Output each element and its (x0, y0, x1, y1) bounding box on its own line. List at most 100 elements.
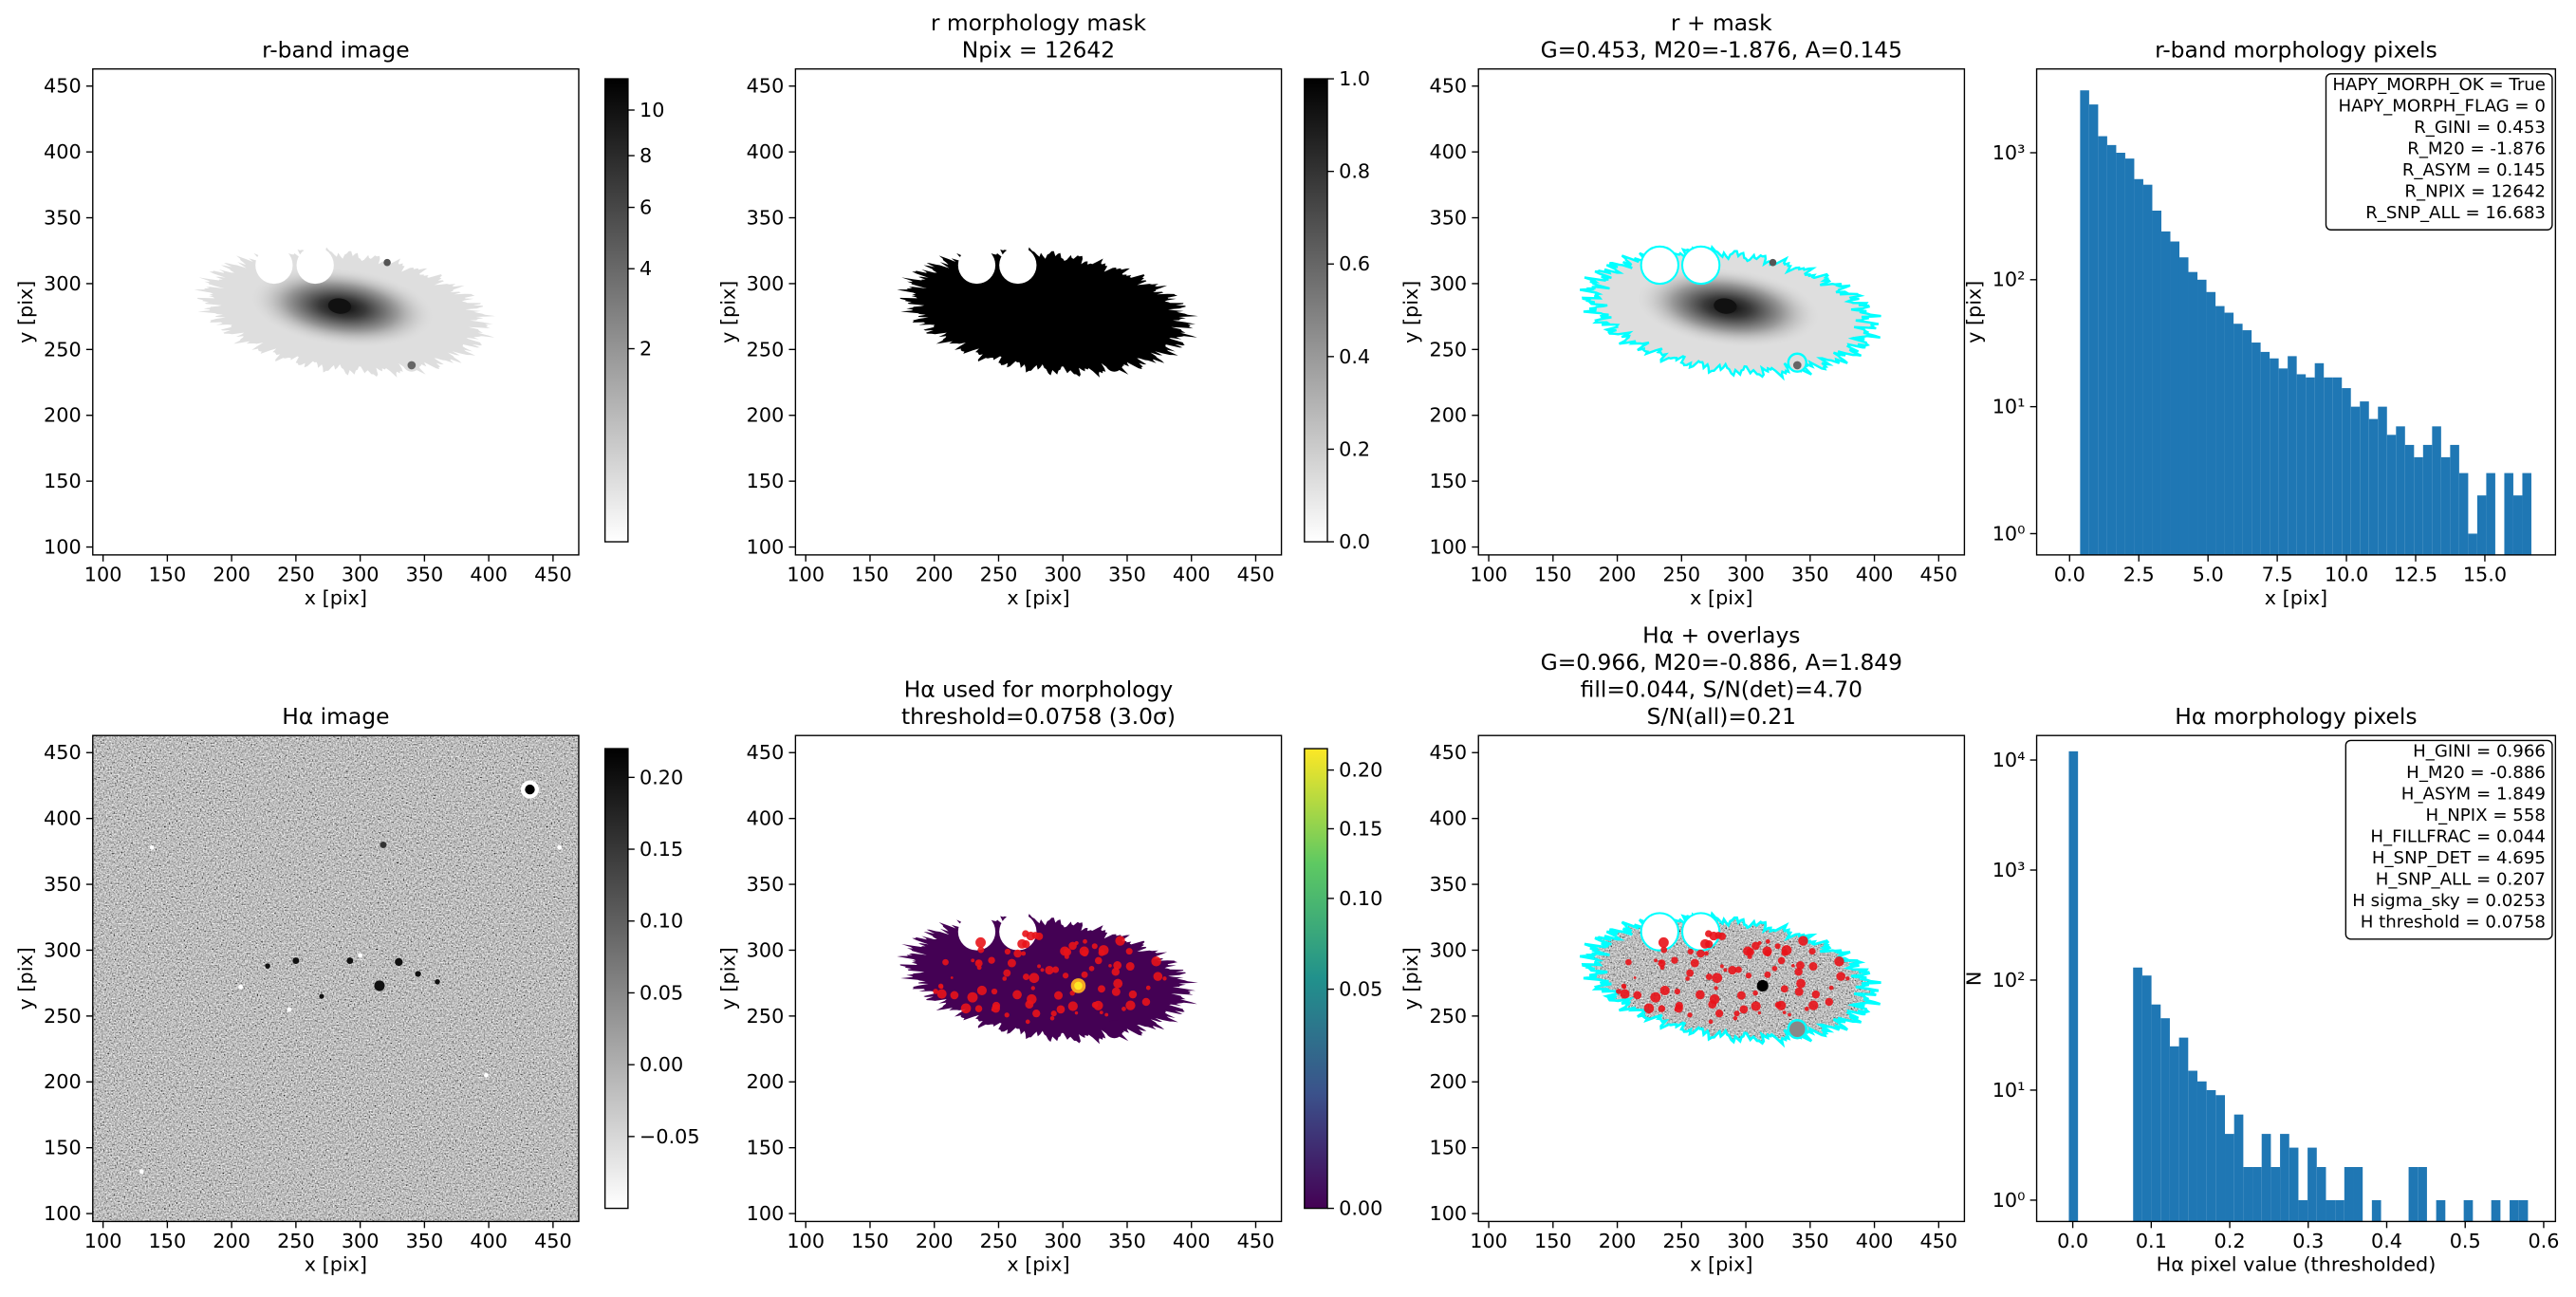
emission-knot (1791, 964, 1795, 968)
y-tick-label: 250 (1430, 338, 1468, 361)
emission-knot (1616, 989, 1622, 994)
bar (2298, 1199, 2308, 1222)
emission-knot (1050, 1010, 1057, 1017)
x-tick-label: 300 (1044, 564, 1082, 586)
colorbar (1304, 748, 1328, 1210)
y-tick-label: 150 (44, 470, 82, 492)
bar (2386, 435, 2397, 555)
emission-knot (976, 985, 988, 996)
emission-knot (1007, 958, 1016, 968)
emission-knot (974, 959, 983, 968)
y-tick-label: 300 (747, 938, 785, 961)
colorbar-tick-label: 0.0 (1339, 530, 1370, 553)
emission-knot (1690, 958, 1699, 968)
colorbar-tick-label: 0.2 (1339, 437, 1370, 460)
emission-knot (1069, 990, 1075, 996)
y-tick-label: 400 (44, 807, 82, 830)
emission-knot (1081, 971, 1088, 978)
bar (2368, 418, 2379, 555)
bar (2270, 358, 2279, 555)
y-tick-label: 100 (1430, 1202, 1468, 1225)
x-tick-label: 0.0 (2057, 1230, 2088, 1252)
bar (2169, 1046, 2179, 1222)
y-tick-label: 350 (747, 206, 785, 229)
star (1792, 361, 1802, 370)
y-tick-label: 350 (44, 873, 82, 896)
bar (2289, 1147, 2299, 1222)
colorbar-tick-label: 0.4 (1339, 345, 1370, 368)
bar (2316, 1167, 2326, 1222)
colorbar-tick-label: 0.15 (1339, 817, 1382, 840)
emission-knot (950, 991, 959, 1000)
y-tick-label: 400 (1430, 140, 1468, 163)
bar (2242, 330, 2252, 555)
emission-knot (1125, 1000, 1136, 1010)
colorbar-tick-label: 0.20 (1339, 759, 1382, 782)
bar (2151, 1004, 2161, 1222)
star (383, 258, 391, 267)
y-tick-label: 300 (1430, 938, 1468, 961)
emission-knot (1834, 956, 1844, 967)
y-tick-label: 10³ (1992, 141, 2026, 164)
x-tick-label: 350 (1791, 564, 1829, 586)
bar (2353, 1167, 2363, 1222)
emission-knot (1081, 949, 1088, 957)
x-tick-label: 200 (213, 564, 250, 586)
chart-title: r + mask (1671, 9, 1772, 36)
y-tick-label: 300 (747, 272, 785, 295)
chart-title: threshold=0.0758 (3.0σ) (901, 703, 1176, 730)
bar (2170, 241, 2179, 555)
emission-knot (1111, 968, 1121, 976)
bar (2252, 1167, 2262, 1222)
bar (2206, 1089, 2216, 1222)
emission-knot (1068, 941, 1077, 951)
bar (2326, 1199, 2336, 1222)
stats-line: H_ASYM = 1.849 (2401, 785, 2546, 805)
bar (2068, 750, 2079, 1222)
emission-knot (1128, 990, 1138, 999)
emission-knot (1687, 1012, 1693, 1018)
emission-knot (1067, 1001, 1078, 1011)
bar (2296, 374, 2307, 555)
colorbar (1304, 78, 1328, 543)
y-tick-label: 250 (44, 1005, 82, 1028)
emission-knot (1091, 943, 1098, 950)
emission-knot (1745, 973, 1752, 979)
masked-hole (1680, 245, 1721, 286)
dark-knot (265, 963, 270, 969)
y-tick-label: 200 (747, 404, 785, 427)
y-tick-label: 10¹ (1992, 1079, 2026, 1102)
emission-knot (1794, 987, 1804, 996)
emission-knot (1004, 948, 1011, 955)
emission-knot (1098, 985, 1105, 993)
source-region (897, 914, 1198, 1045)
chart-title: G=0.453, M20=-1.876, A=0.145 (1541, 37, 1902, 64)
axes-frame (2035, 67, 2557, 556)
x-tick-label: 150 (1534, 1230, 1572, 1252)
x-tick-label: 100 (1470, 1230, 1508, 1252)
chart-title: r-band morphology pixels (2155, 37, 2437, 64)
bar (2215, 1095, 2226, 1222)
axes-frame (794, 734, 1283, 1223)
y-tick-label: 200 (44, 1070, 82, 1093)
emission-knot (1686, 969, 1695, 977)
bar (2335, 1199, 2344, 1222)
emission-knot (1052, 966, 1060, 973)
y-tick-label: 10³ (1992, 859, 2026, 881)
emission-knot (1620, 989, 1630, 999)
emission-knot (1712, 973, 1723, 984)
chart-title: Hα image (282, 703, 389, 730)
x-tick-label: 150 (851, 564, 889, 586)
axes-frame (2035, 734, 2557, 1223)
image-layer (897, 913, 1198, 1045)
bar (2080, 90, 2089, 555)
emission-knot (1719, 964, 1724, 969)
x-tick-label: 300 (342, 564, 380, 586)
emission-knot (937, 983, 944, 990)
x-tick-label: 200 (213, 1230, 250, 1252)
emission-knot (1029, 973, 1040, 984)
emission-knot (1757, 1010, 1762, 1015)
bright-pixel (483, 1072, 489, 1078)
emission-knot (1045, 965, 1054, 975)
